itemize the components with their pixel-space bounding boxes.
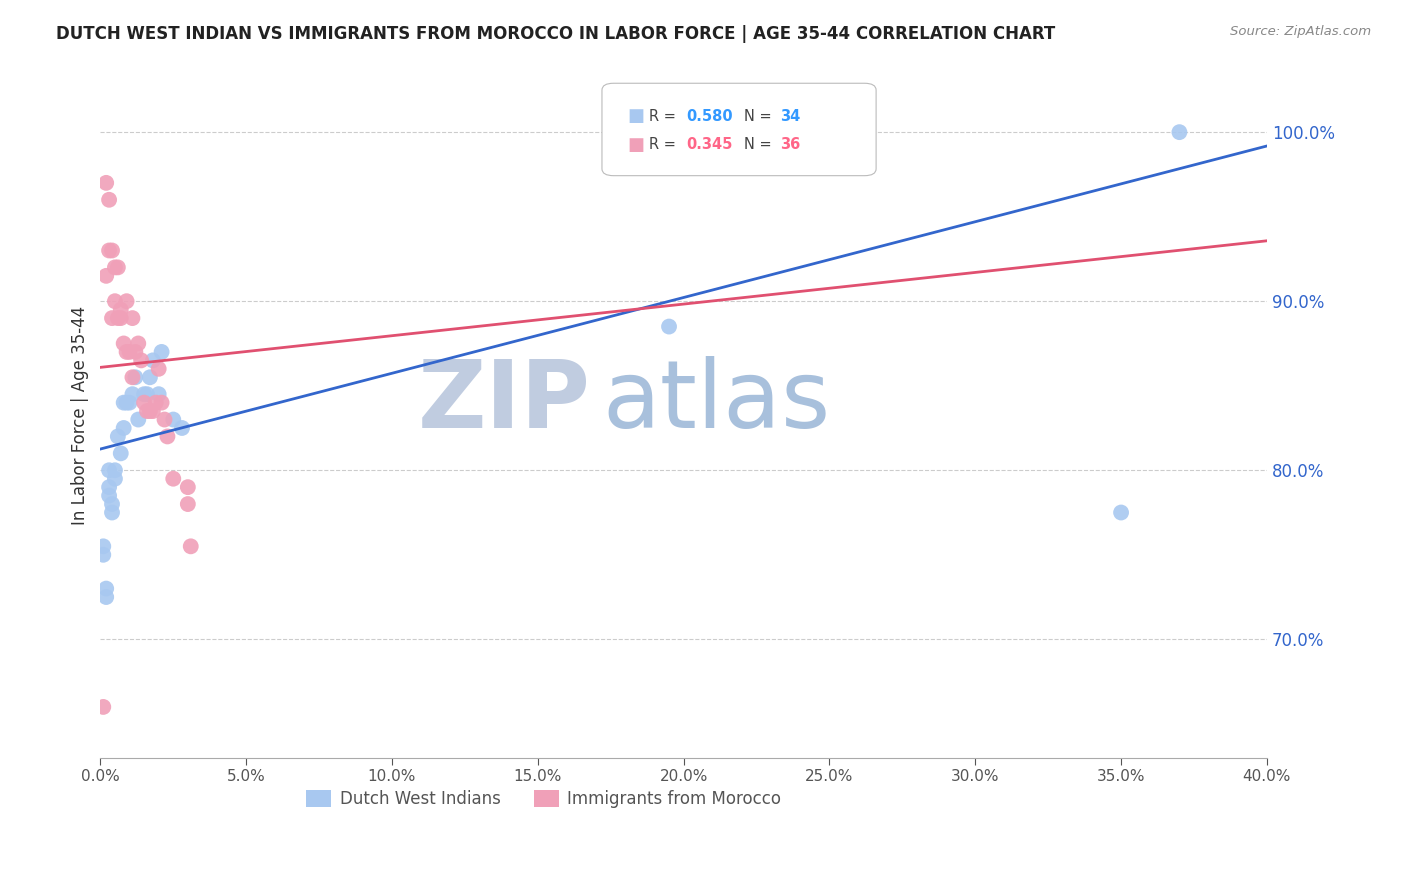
Point	[96, 590, 118, 604]
Text: 34: 34	[780, 109, 800, 124]
Point	[118, 345, 141, 359]
Point	[132, 387, 155, 401]
Point	[121, 387, 143, 401]
Point	[104, 463, 127, 477]
Point	[98, 480, 121, 494]
Point	[124, 345, 146, 359]
Text: Source: ZipAtlas.com: Source: ZipAtlas.com	[1230, 25, 1371, 38]
Point	[110, 311, 132, 326]
Legend: Dutch West Indians, Immigrants from Morocco: Dutch West Indians, Immigrants from Moro…	[299, 783, 787, 814]
Point	[98, 244, 121, 258]
Point	[104, 294, 127, 309]
Point	[127, 412, 149, 426]
Point	[1168, 125, 1191, 139]
Point	[132, 395, 155, 409]
Point	[118, 395, 141, 409]
Point	[101, 244, 124, 258]
Point	[139, 370, 162, 384]
Point	[101, 497, 124, 511]
Point	[91, 548, 114, 562]
Point	[142, 404, 165, 418]
FancyBboxPatch shape	[602, 83, 876, 176]
Text: R =: R =	[648, 109, 681, 124]
Point	[139, 404, 162, 418]
Point	[107, 429, 129, 443]
Point	[110, 302, 132, 317]
Point	[101, 311, 124, 326]
Point	[136, 387, 159, 401]
Point	[96, 176, 118, 190]
Point	[104, 472, 127, 486]
Text: 0.580: 0.580	[686, 109, 733, 124]
Text: R =: R =	[648, 137, 681, 153]
Text: atlas: atlas	[602, 356, 830, 448]
Text: N =: N =	[744, 137, 776, 153]
Point	[142, 353, 165, 368]
Point	[148, 361, 170, 376]
Text: 0.345: 0.345	[686, 137, 733, 153]
Point	[162, 412, 184, 426]
Point	[156, 429, 179, 443]
Point	[145, 395, 167, 409]
Text: 36: 36	[780, 137, 800, 153]
Point	[658, 319, 681, 334]
Point	[98, 463, 121, 477]
Point	[115, 294, 138, 309]
Text: ZIP: ZIP	[418, 356, 591, 448]
Y-axis label: In Labor Force | Age 35-44: In Labor Force | Age 35-44	[72, 306, 89, 524]
Point	[110, 446, 132, 460]
Point	[127, 336, 149, 351]
Point	[177, 480, 200, 494]
Text: ■: ■	[627, 136, 644, 153]
Point	[150, 395, 173, 409]
Point	[104, 260, 127, 275]
Point	[115, 345, 138, 359]
Point	[129, 353, 152, 368]
Point	[121, 370, 143, 384]
Point	[115, 395, 138, 409]
Point	[107, 311, 129, 326]
Point	[177, 497, 200, 511]
Point	[96, 582, 118, 596]
Point	[112, 336, 135, 351]
Point	[672, 125, 695, 139]
Point	[153, 412, 176, 426]
Point	[1109, 506, 1132, 520]
Point	[180, 539, 202, 553]
Point	[162, 472, 184, 486]
Point	[98, 489, 121, 503]
Point	[136, 404, 159, 418]
Point	[672, 125, 695, 139]
Point	[112, 395, 135, 409]
Point	[124, 370, 146, 384]
Text: N =: N =	[744, 109, 776, 124]
Point	[91, 700, 114, 714]
Text: ■: ■	[627, 107, 644, 125]
Point	[107, 260, 129, 275]
Point	[170, 421, 193, 435]
Point	[96, 268, 118, 283]
Point	[98, 193, 121, 207]
Point	[672, 125, 695, 139]
Point	[91, 539, 114, 553]
Text: DUTCH WEST INDIAN VS IMMIGRANTS FROM MOROCCO IN LABOR FORCE | AGE 35-44 CORRELAT: DUTCH WEST INDIAN VS IMMIGRANTS FROM MOR…	[56, 25, 1056, 43]
Point	[101, 506, 124, 520]
Point	[112, 421, 135, 435]
Point	[148, 387, 170, 401]
Point	[121, 311, 143, 326]
Point	[150, 345, 173, 359]
